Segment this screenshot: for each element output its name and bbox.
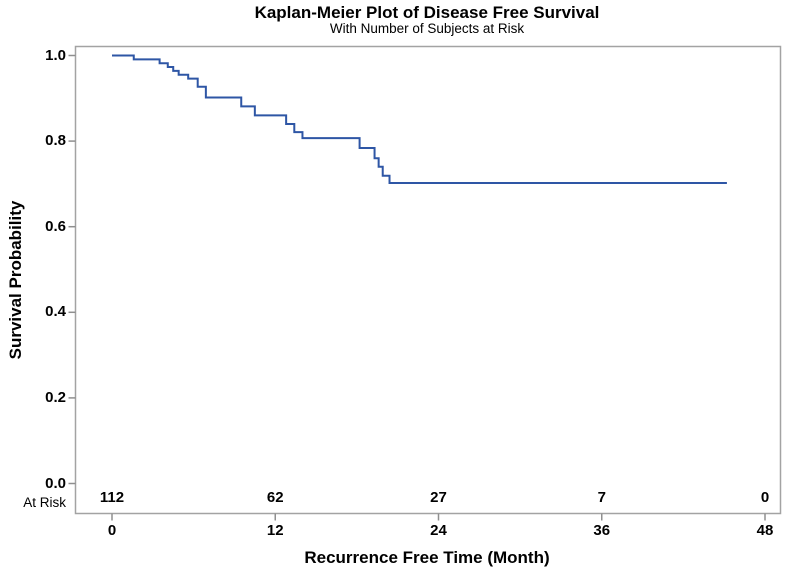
at-risk-label: At Risk bbox=[23, 495, 66, 510]
x-tick-label: 0 bbox=[107, 522, 117, 539]
chart-subtitle: With Number of Subjects at Risk bbox=[329, 21, 525, 36]
x-tick-label: 48 bbox=[756, 522, 774, 539]
x-axis-title: Recurrence Free Time (Month) bbox=[304, 548, 550, 567]
y-tick-label: 0.6 bbox=[45, 217, 66, 235]
x-tick-label: 36 bbox=[593, 522, 611, 539]
y-tick-label: 0.2 bbox=[45, 388, 66, 406]
chart-title: Kaplan-Meier Plot of Disease Free Surviv… bbox=[254, 3, 600, 22]
at-risk-count: 7 bbox=[597, 489, 606, 506]
x-tick-label: 12 bbox=[266, 522, 284, 539]
at-risk-count: 62 bbox=[266, 489, 284, 506]
y-tick-label: 0.4 bbox=[45, 303, 66, 321]
at-risk-count: 112 bbox=[99, 489, 125, 506]
at-risk-count: 0 bbox=[760, 489, 770, 506]
y-tick-label: 1.0 bbox=[45, 46, 66, 64]
plot-frame bbox=[74, 45, 782, 515]
at-risk-count: 27 bbox=[430, 489, 447, 506]
x-tick-label: 24 bbox=[430, 522, 447, 539]
y-tick-label: 0.0 bbox=[45, 474, 66, 492]
km-survival-curve bbox=[112, 54, 727, 185]
y-tick-label: 0.8 bbox=[45, 132, 66, 150]
